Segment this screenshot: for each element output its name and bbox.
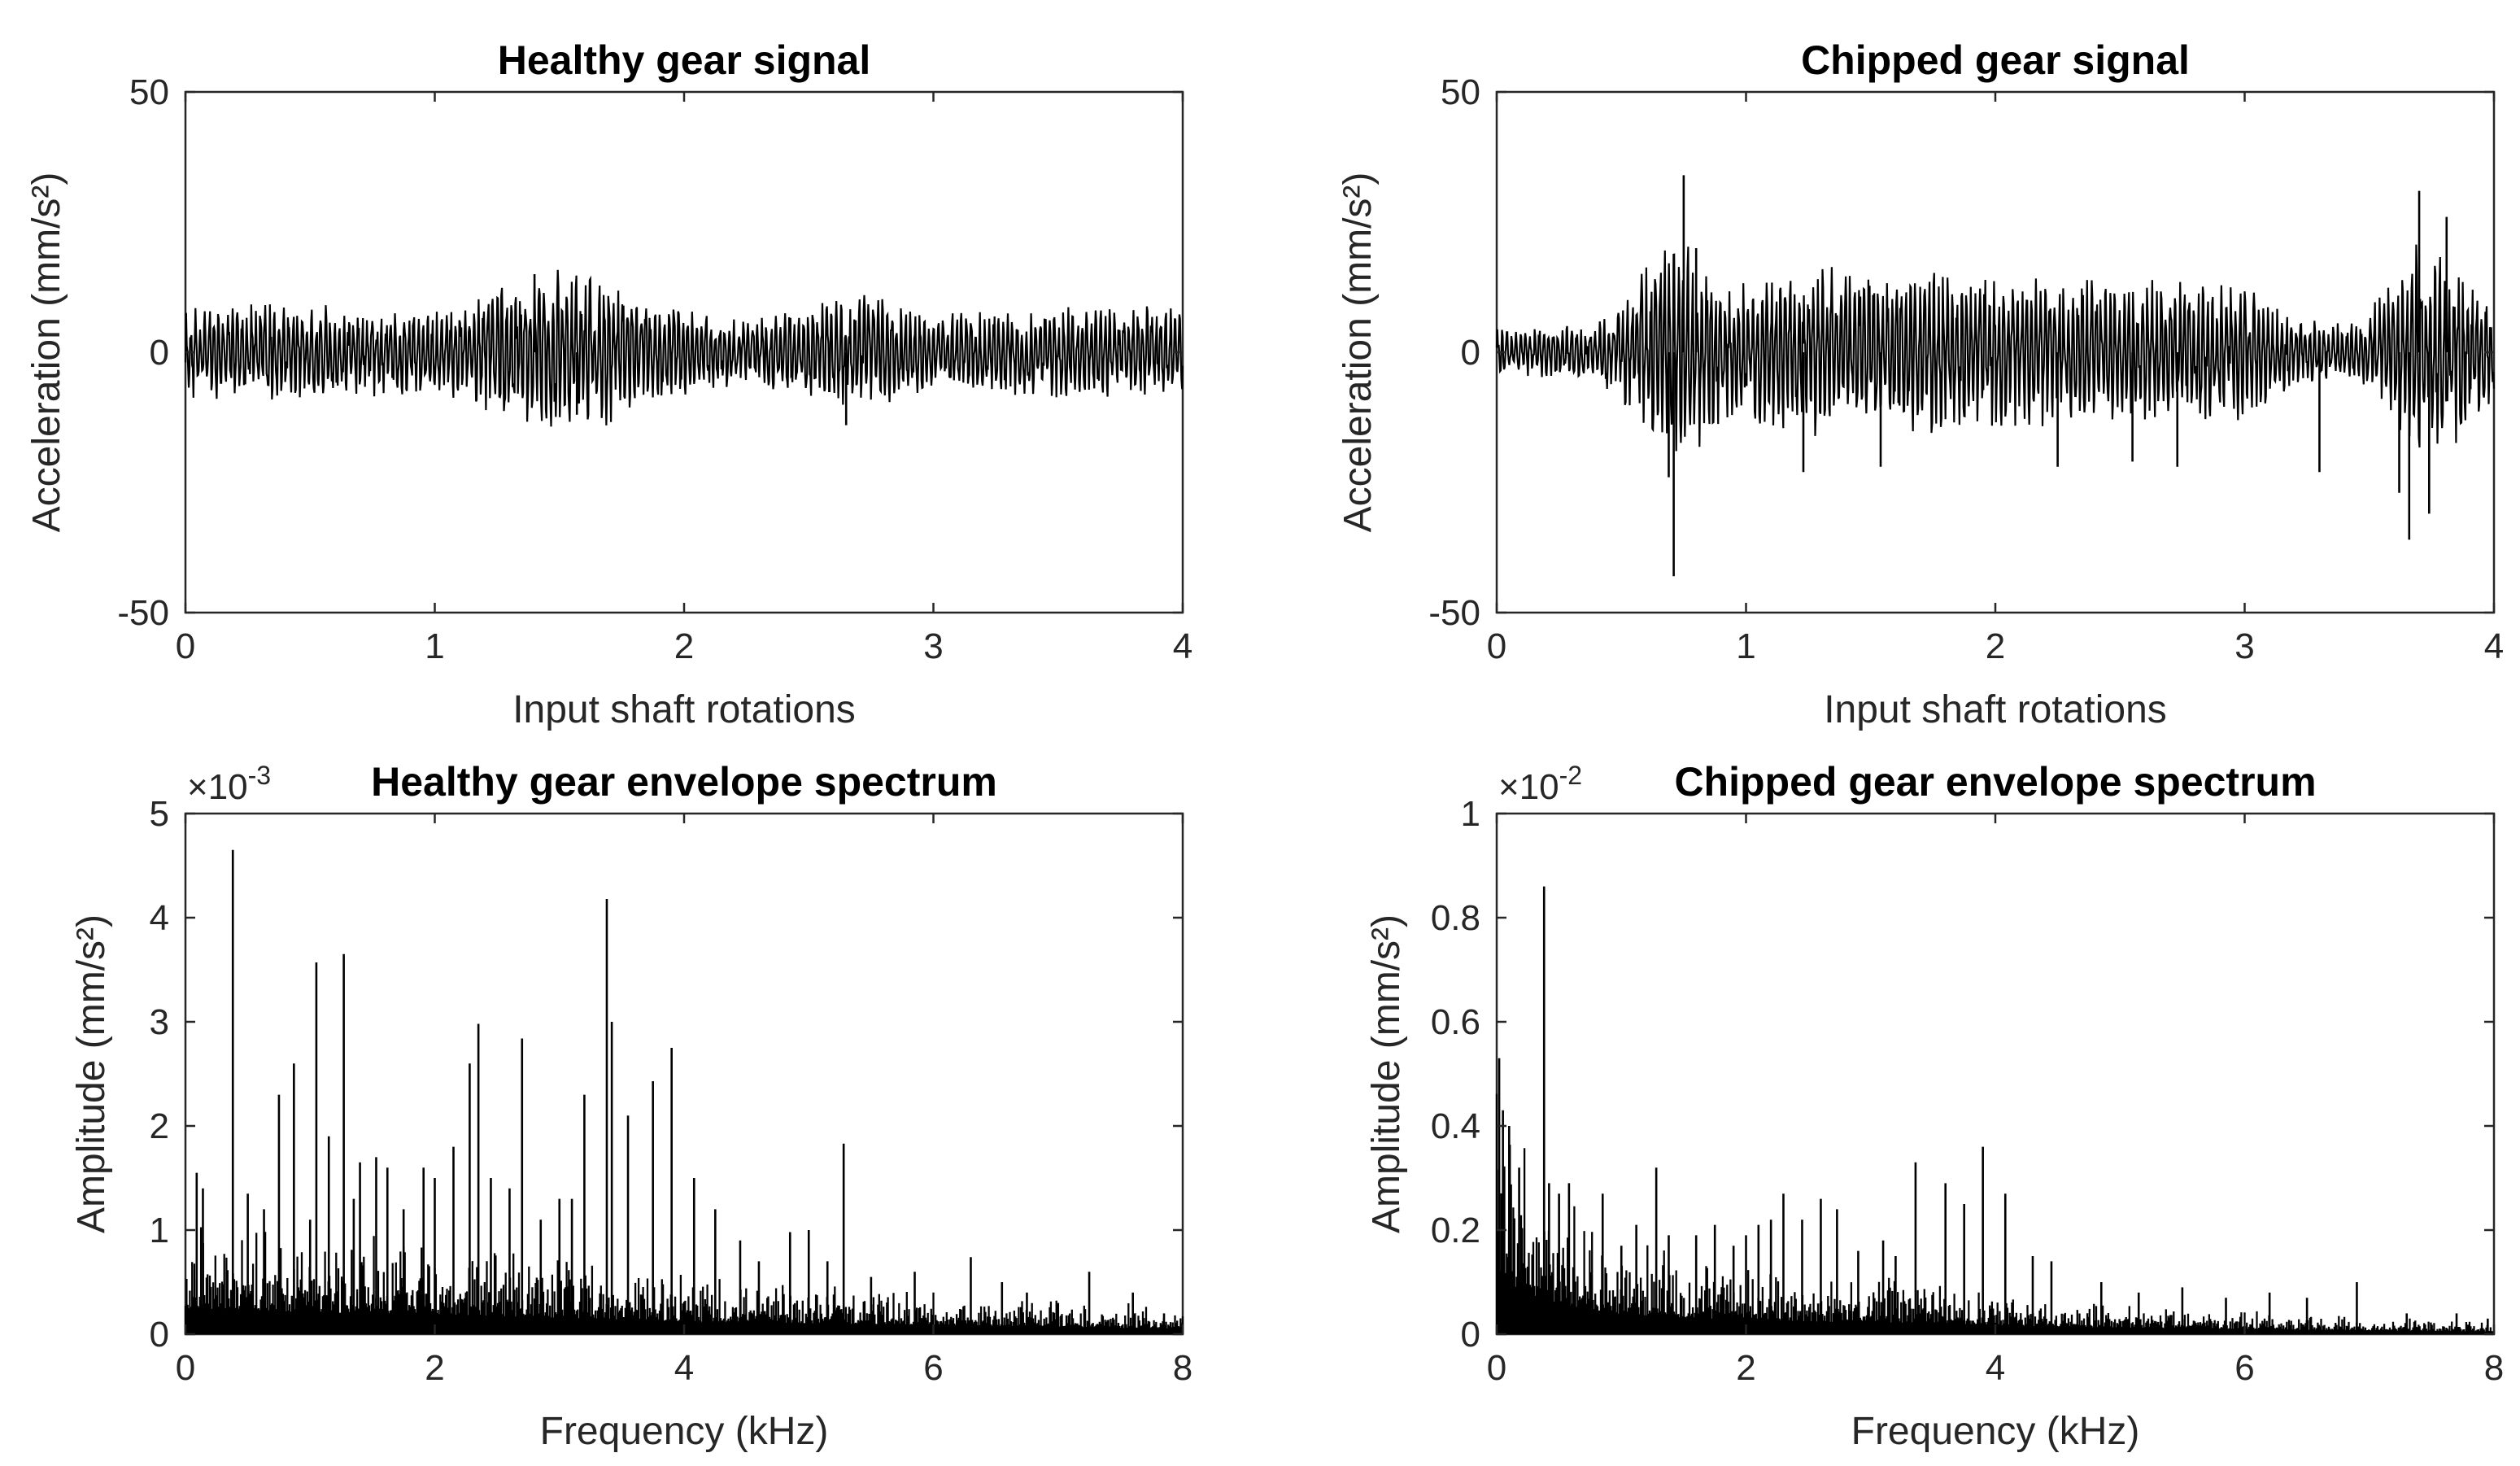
signal-trace (1495, 244, 2496, 452)
plot-frame (1495, 812, 2496, 1336)
x-axis-label: Frequency (kHz) (1851, 1410, 2140, 1453)
x-tick-label: 3 (2234, 626, 2254, 666)
trace-group (184, 849, 1184, 1334)
x-tick-label: 0 (176, 626, 195, 666)
y-tick-label: 0.4 (1431, 1106, 1480, 1146)
y-tick-label: 1 (150, 1211, 169, 1250)
tick-group: 0 2 4 6 8 0 0.2 0.4 0.6 0.8 1 (1431, 794, 2504, 1388)
y-axis-exponent: ×10-2 (1498, 761, 1582, 807)
x-axis-label: Frequency (kHz) (540, 1410, 829, 1453)
y-tick-label: 0 (150, 1315, 169, 1355)
y-tick-label: 50 (129, 72, 169, 112)
x-tick-label: 0 (1487, 626, 1506, 666)
signal-trace (184, 269, 1184, 427)
y-tick-label: 3 (150, 1002, 169, 1042)
y-axis-label: Amplitude (mm/s²) (1365, 914, 1408, 1233)
x-tick-label: 1 (1736, 626, 1755, 666)
trace-group (1495, 886, 2496, 1334)
y-tick-label: 0 (1461, 333, 1480, 373)
tick-group: 0 2 4 6 8 0 1 2 3 4 5 (150, 794, 1193, 1388)
y-tick-label: -50 (117, 593, 169, 633)
x-tick-label: 8 (2484, 1348, 2504, 1388)
y-tick-label: 5 (150, 794, 169, 834)
x-tick-label: 0 (1487, 1348, 1506, 1388)
y-axis-label: Acceleration (mm/s²) (25, 172, 68, 533)
chart-title: Chipped gear envelope spectrum (1674, 759, 2316, 805)
chart-title: Healthy gear signal (498, 37, 871, 83)
trace-group (1495, 175, 2496, 577)
y-tick-label: -50 (1428, 593, 1480, 633)
x-tick-label: 4 (1173, 626, 1192, 666)
y-tick-label: 0.6 (1431, 1002, 1480, 1042)
y-axis-label: Amplitude (mm/s²) (70, 914, 113, 1233)
trace-group (184, 269, 1184, 427)
x-tick-label: 1 (425, 626, 444, 666)
x-tick-label: 2 (1986, 626, 2005, 666)
y-axis-exponent: ×10-3 (187, 761, 271, 807)
healthy-envelope-panel: 0 2 4 6 8 0 1 2 3 4 5 Healthy gear envelope spectr… (70, 759, 1192, 1453)
x-tick-label: 8 (1173, 1348, 1192, 1388)
chipped-envelope-panel: 0 2 4 6 8 0 0.2 0.4 0.6 0.8 1 Chipped gear envelop… (1365, 759, 2504, 1453)
y-tick-label: 4 (150, 898, 169, 938)
y-tick-label: 50 (1441, 72, 1480, 112)
x-axis-label: Input shaft rotations (512, 688, 856, 731)
chart-title: Chipped gear signal (1801, 37, 2190, 83)
x-tick-label: 3 (923, 626, 943, 666)
x-tick-label: 2 (425, 1348, 444, 1388)
x-tick-label: 2 (674, 626, 694, 666)
x-tick-label: 6 (2234, 1348, 2254, 1388)
x-axis-label: Input shaft rotations (1824, 688, 2167, 731)
y-tick-label: 0.8 (1431, 898, 1480, 938)
x-tick-label: 4 (2484, 626, 2504, 666)
x-tick-label: 4 (674, 1348, 694, 1388)
y-tick-label: 2 (150, 1106, 169, 1146)
y-tick-label: 0.2 (1431, 1211, 1480, 1250)
plot-frame (184, 812, 1184, 1336)
chart-title: Healthy gear envelope spectrum (371, 759, 997, 805)
x-tick-label: 0 (176, 1348, 195, 1388)
y-tick-label: 1 (1461, 794, 1480, 834)
x-tick-label: 2 (1736, 1348, 1755, 1388)
x-tick-label: 4 (1986, 1348, 2005, 1388)
x-tick-label: 6 (923, 1348, 943, 1388)
y-axis-label: Acceleration (mm/s²) (1336, 172, 1380, 533)
y-tick-label: 0 (1461, 1315, 1480, 1355)
y-tick-label: 0 (150, 333, 169, 373)
